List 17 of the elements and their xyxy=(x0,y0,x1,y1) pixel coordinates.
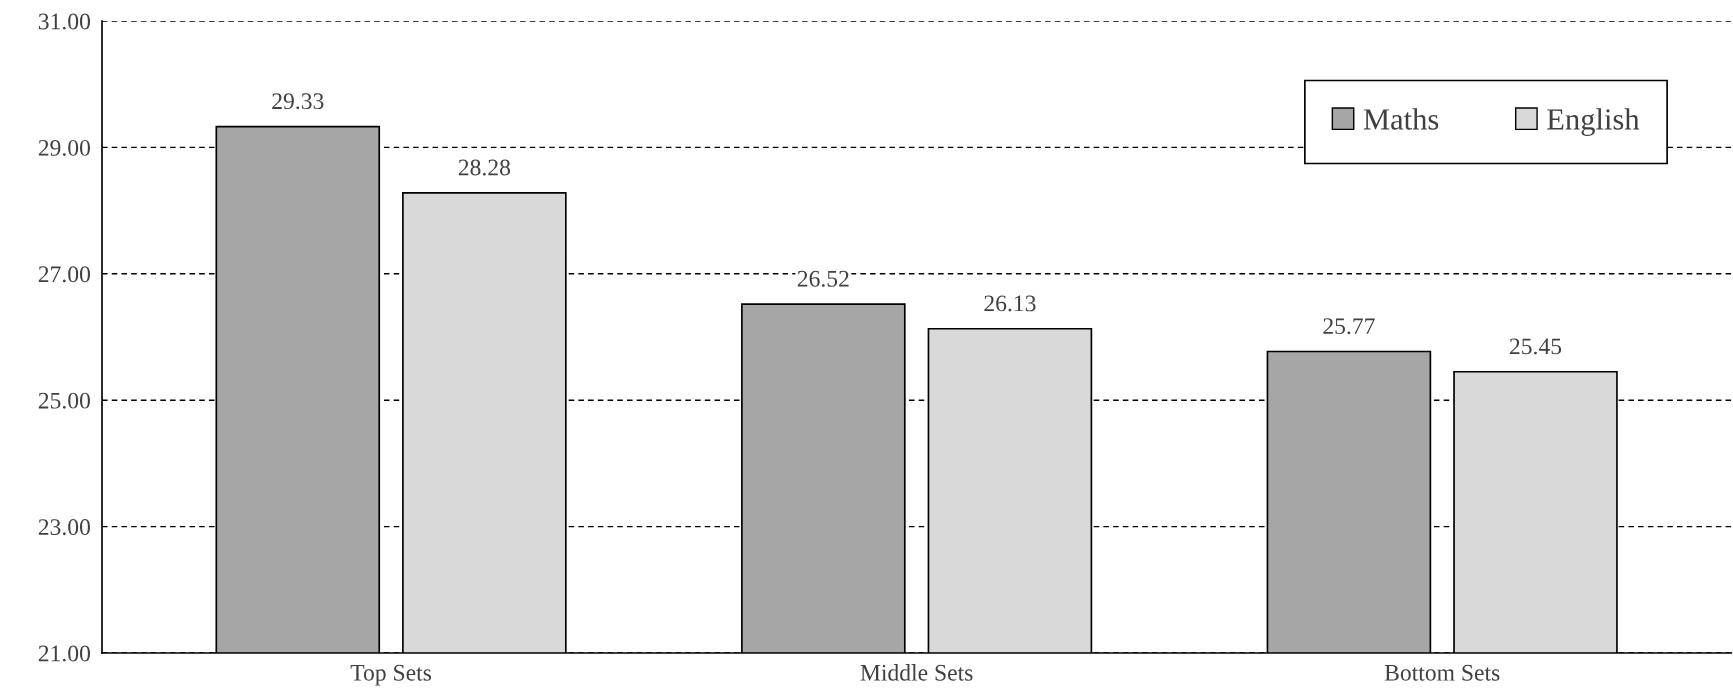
data-label: 28.28 xyxy=(458,159,511,176)
x-tick-label: Bottom Sets xyxy=(1384,664,1500,681)
legend-label: Maths xyxy=(1363,108,1439,130)
data-label: 25.77 xyxy=(1323,318,1375,335)
y-tick-label: 31.00 xyxy=(38,13,90,30)
y-tick-label: 23.00 xyxy=(38,519,90,536)
x-tick-label: Middle Sets xyxy=(860,664,973,681)
data-label: 29.33 xyxy=(272,93,324,110)
y-tick-label: 27.00 xyxy=(38,266,90,283)
legend-label: English xyxy=(1547,108,1640,136)
y-tick-label: 21.00 xyxy=(38,645,90,662)
y-tick-label: 29.00 xyxy=(38,139,90,156)
data-label: 26.13 xyxy=(984,295,1036,312)
data-label: 26.52 xyxy=(797,270,849,287)
data-label: 25.45 xyxy=(1509,338,1562,355)
x-tick-label: Top Sets xyxy=(350,664,432,686)
y-tick-label: 25.00 xyxy=(38,392,90,409)
